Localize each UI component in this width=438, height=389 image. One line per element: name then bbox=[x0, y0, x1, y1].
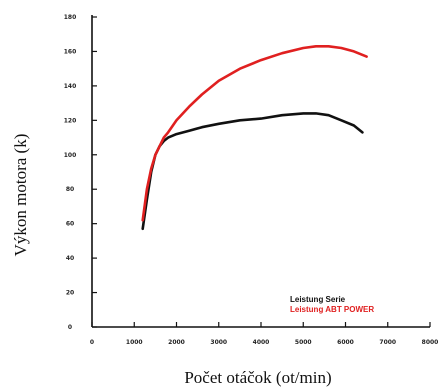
plot-area: 0 20 40 60 80 100 120 140 160 180 0 1000 2000 3000 40… bbox=[64, 14, 438, 346]
y-tick-label: 60 bbox=[66, 221, 74, 228]
x-tick-label: 6000 bbox=[337, 339, 354, 346]
y-tick-label: 160 bbox=[64, 48, 77, 55]
x-tick-label: 2000 bbox=[168, 339, 185, 346]
y-tick-label: 40 bbox=[66, 255, 74, 262]
x-tick-label: 4000 bbox=[253, 339, 270, 346]
x-tick-label: 8000 bbox=[422, 339, 438, 346]
y-tick-label: 100 bbox=[64, 152, 77, 159]
y-tick-label: 180 bbox=[64, 14, 77, 21]
series-line-2 bbox=[141, 44, 368, 222]
y-tick-label: 0 bbox=[68, 324, 72, 331]
x-axis-ticks: 0 1000 2000 3000 4000 5000 6000 7000 8000 bbox=[90, 322, 438, 346]
series-layer bbox=[141, 44, 368, 231]
series-line-1 bbox=[141, 112, 364, 231]
x-tick-label: 0 bbox=[90, 339, 94, 346]
x-tick-label: 5000 bbox=[295, 339, 312, 346]
y-tick-label: 20 bbox=[66, 290, 74, 297]
legend-entry-1: Leistung Serie bbox=[290, 295, 346, 304]
x-tick-label: 7000 bbox=[379, 339, 396, 346]
y-tick-label: 120 bbox=[64, 117, 77, 124]
legend-entry-2: Leistung ABT POWER bbox=[290, 305, 374, 314]
y-tick-label: 140 bbox=[64, 83, 77, 90]
y-axis-ticks: 0 20 40 60 80 100 120 140 160 180 bbox=[64, 14, 97, 331]
y-axis-title: Výkon motora (k) bbox=[11, 134, 30, 257]
x-axis-title: Počet otáčok (ot/min) bbox=[184, 368, 331, 387]
y-tick-label: 80 bbox=[66, 186, 74, 193]
x-tick-label: 1000 bbox=[126, 339, 143, 346]
x-tick-label: 3000 bbox=[210, 339, 227, 346]
